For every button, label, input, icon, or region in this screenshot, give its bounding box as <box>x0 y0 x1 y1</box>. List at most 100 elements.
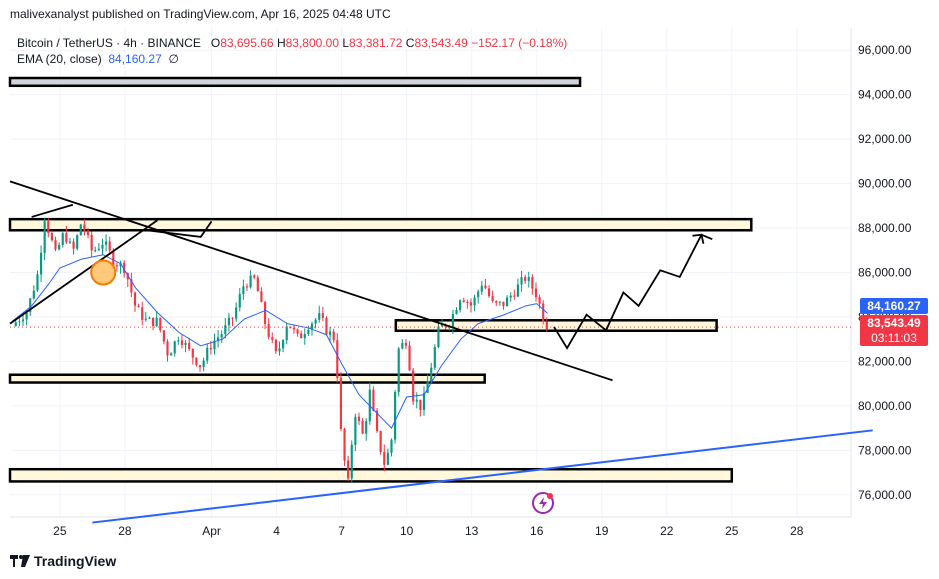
publisher-line: malivexanalyst published on TradingView.… <box>10 7 391 21</box>
candle-body <box>198 365 202 368</box>
high-value: 83,800.00 <box>285 36 339 50</box>
candle-body <box>47 221 50 233</box>
y-tick-label: 76,000.00 <box>858 488 912 502</box>
candle-body <box>350 444 353 479</box>
candle-body <box>404 342 408 346</box>
candle-body <box>97 248 100 251</box>
candle-body <box>184 342 187 345</box>
trendline[interactable] <box>9 180 613 382</box>
y-tick-label: 92,000.00 <box>858 132 912 146</box>
candle-body <box>430 367 433 382</box>
trendline[interactable] <box>9 219 158 325</box>
candle-body <box>274 339 277 352</box>
support-resistance-zone[interactable] <box>8 373 486 384</box>
candle-body <box>318 313 321 320</box>
footer-brand[interactable]: TradingView <box>10 553 116 569</box>
candle-body <box>159 317 162 331</box>
lightning-icon <box>539 497 547 509</box>
candle-body <box>43 221 46 253</box>
candle-body <box>21 319 25 322</box>
y-tick-label: 80,000.00 <box>858 399 912 413</box>
candle-body <box>394 391 397 440</box>
symbol-title[interactable]: Bitcoin / TetherUS · 4h · BINANCE <box>17 36 201 50</box>
high-label: H <box>276 36 286 50</box>
candle-body <box>29 298 32 313</box>
candle-body <box>216 337 220 341</box>
candle-body <box>112 250 115 266</box>
candle-body <box>462 300 465 302</box>
candle-body <box>191 348 194 358</box>
x-tick-label: 16 <box>530 524 544 538</box>
candle-body <box>209 348 212 350</box>
candle-body <box>498 301 501 303</box>
candle-body <box>267 323 270 338</box>
ema-label[interactable]: EMA (20, close) <box>17 52 102 66</box>
candle-body <box>347 460 350 479</box>
candle-body <box>383 452 386 465</box>
chart-legend: Bitcoin / TetherUS · 4h · BINANCE O83,69… <box>17 35 567 67</box>
candle-body <box>310 323 314 330</box>
candle-body <box>321 313 324 318</box>
candle-body <box>379 430 382 453</box>
candle-body <box>332 331 335 341</box>
candle-body <box>173 341 176 354</box>
candle-body <box>61 233 64 245</box>
candle-body <box>58 244 61 250</box>
candle-body <box>466 301 469 303</box>
candle-body <box>101 244 104 249</box>
candle-body <box>386 452 389 465</box>
x-tick-label: 22 <box>660 524 674 538</box>
candle-body <box>534 288 538 298</box>
candle-body <box>365 421 368 434</box>
candle-body <box>325 317 328 335</box>
candle-body <box>76 235 79 249</box>
support-resistance-zone[interactable] <box>8 467 734 483</box>
candle-body <box>202 360 205 368</box>
candle-body <box>307 329 310 334</box>
candle-body <box>105 241 108 245</box>
open-label: O <box>210 36 221 50</box>
candle-body <box>271 337 274 340</box>
candle-body <box>516 284 520 297</box>
projection-arrow-head <box>692 233 705 244</box>
projection-path[interactable] <box>553 233 713 350</box>
support-resistance-zone[interactable] <box>8 217 753 232</box>
candle-body <box>32 290 35 299</box>
candle-body <box>397 348 400 392</box>
last-price-tag: 83,543.49 <box>860 315 928 331</box>
countdown-tag: 03:11:03 <box>860 330 928 346</box>
y-tick-label: 90,000.00 <box>858 177 912 191</box>
candle-body <box>130 279 133 293</box>
candle-body <box>238 294 241 308</box>
ascending-trendline[interactable] <box>92 429 873 524</box>
candle-body <box>401 342 404 349</box>
x-tick-label: 10 <box>400 524 414 538</box>
highlight-circle[interactable] <box>90 259 117 286</box>
candle-body <box>408 345 411 371</box>
trendline[interactable] <box>146 220 213 238</box>
candle-body <box>538 297 541 304</box>
candle-body <box>336 340 339 378</box>
candle-body <box>137 305 140 308</box>
candle-body <box>278 348 281 352</box>
low-label: L <box>342 36 350 50</box>
candle-body <box>422 392 426 410</box>
candle-body <box>79 224 82 236</box>
candle-body <box>148 317 151 319</box>
candle-body <box>235 307 238 319</box>
candle-body <box>433 347 436 368</box>
candle-body <box>144 318 147 320</box>
candle-body <box>357 416 361 421</box>
candle-body <box>542 303 545 322</box>
event-dot <box>547 493 553 499</box>
support-resistance-zone[interactable] <box>8 76 582 88</box>
candle-body <box>115 265 119 267</box>
tradingview-logo-icon <box>10 555 30 567</box>
candle-body <box>412 370 415 402</box>
ema-extra: ∅ <box>168 52 179 66</box>
trendline[interactable] <box>31 203 74 218</box>
candle-body <box>155 317 158 327</box>
candle-body <box>487 288 491 297</box>
x-tick-label: 28 <box>118 524 132 538</box>
